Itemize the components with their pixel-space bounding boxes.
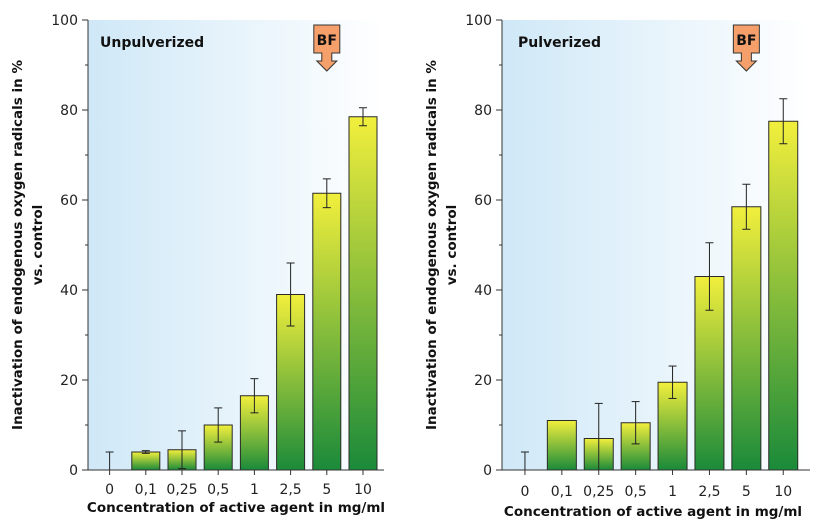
y-axis-label: Inactivation of endogenous oxygen radica… [424, 60, 440, 430]
error-bar-5 [322, 178, 331, 209]
x-tick-label: 0 [105, 482, 114, 498]
bar-0,1 [131, 451, 161, 471]
y-tick-label: 0 [69, 463, 78, 479]
error-bar-0,1 [141, 450, 150, 454]
x-tick-label: 1 [668, 484, 677, 500]
x-tick-label: 10 [354, 482, 372, 498]
bar-10 [348, 116, 378, 471]
x-tick-label: 0 [520, 484, 529, 500]
bf-marker: BF [313, 24, 341, 72]
x-axis-label: Concentration of active agent in mg/ml [87, 500, 385, 516]
y-tick-label: 100 [51, 13, 78, 29]
error-bar-5 [742, 183, 751, 230]
y-tick-label: 80 [60, 103, 78, 119]
x-tick-label: 5 [742, 484, 751, 500]
bf-arrow-icon [313, 24, 341, 72]
bf-arrow-icon [732, 24, 760, 72]
x-tick-label: 0,1 [551, 484, 573, 500]
x-tick-label: 2,5 [698, 484, 720, 500]
error-bar-1 [250, 378, 259, 414]
y-tick-label: 40 [474, 283, 492, 299]
bar-0,1 [546, 420, 577, 471]
x-tick-label: 0,5 [207, 482, 229, 498]
y-axis-label-line2: vs. control [444, 205, 460, 286]
y-tick-label: 80 [474, 103, 492, 119]
x-tick-label: 10 [774, 484, 792, 500]
error-bar-0,25 [178, 430, 186, 470]
bf-marker-label: BF [736, 33, 756, 49]
y-axis-label: Inactivation of endogenous oxygen radica… [10, 60, 26, 430]
error-bar-10 [779, 98, 788, 145]
x-tick-label: 0,5 [625, 484, 647, 500]
y-tick-label: 0 [483, 463, 492, 479]
bar-5 [731, 206, 762, 471]
panel-title: Unpulverized [100, 35, 204, 51]
y-tick-label: 60 [474, 193, 492, 209]
error-bar-10 [359, 107, 367, 127]
y-tick-label: 20 [60, 373, 78, 389]
y-tick-label: 20 [474, 373, 492, 389]
bar-10 [768, 120, 799, 471]
error-bar-2,5 [705, 242, 714, 311]
x-tick-label: 0,25 [583, 484, 614, 500]
x-tick-label: 0,25 [166, 482, 197, 498]
error-bar-1 [668, 365, 677, 399]
x-tick-label: 1 [250, 482, 259, 498]
x-tick-label: 5 [322, 482, 331, 498]
y-tick-label: 100 [465, 13, 492, 29]
plot-background [502, 20, 810, 470]
bf-marker: BF [732, 24, 760, 72]
bf-marker-label: BF [317, 33, 337, 49]
y-tick-label: 60 [60, 193, 78, 209]
x-tick-label: 0,1 [135, 482, 157, 498]
error-bar-0,5 [631, 401, 640, 445]
x-tick-label: 2,5 [279, 482, 301, 498]
y-tick-label: 40 [60, 283, 78, 299]
x-axis-label: Concentration of active agent in mg/ml [504, 504, 802, 520]
panel-title: Pulverized [518, 35, 601, 51]
y-axis-label-line2: vs. control [30, 205, 46, 286]
error-bar-2,5 [286, 262, 295, 327]
error-bar-0,5 [214, 407, 223, 443]
bar-5 [312, 192, 342, 471]
